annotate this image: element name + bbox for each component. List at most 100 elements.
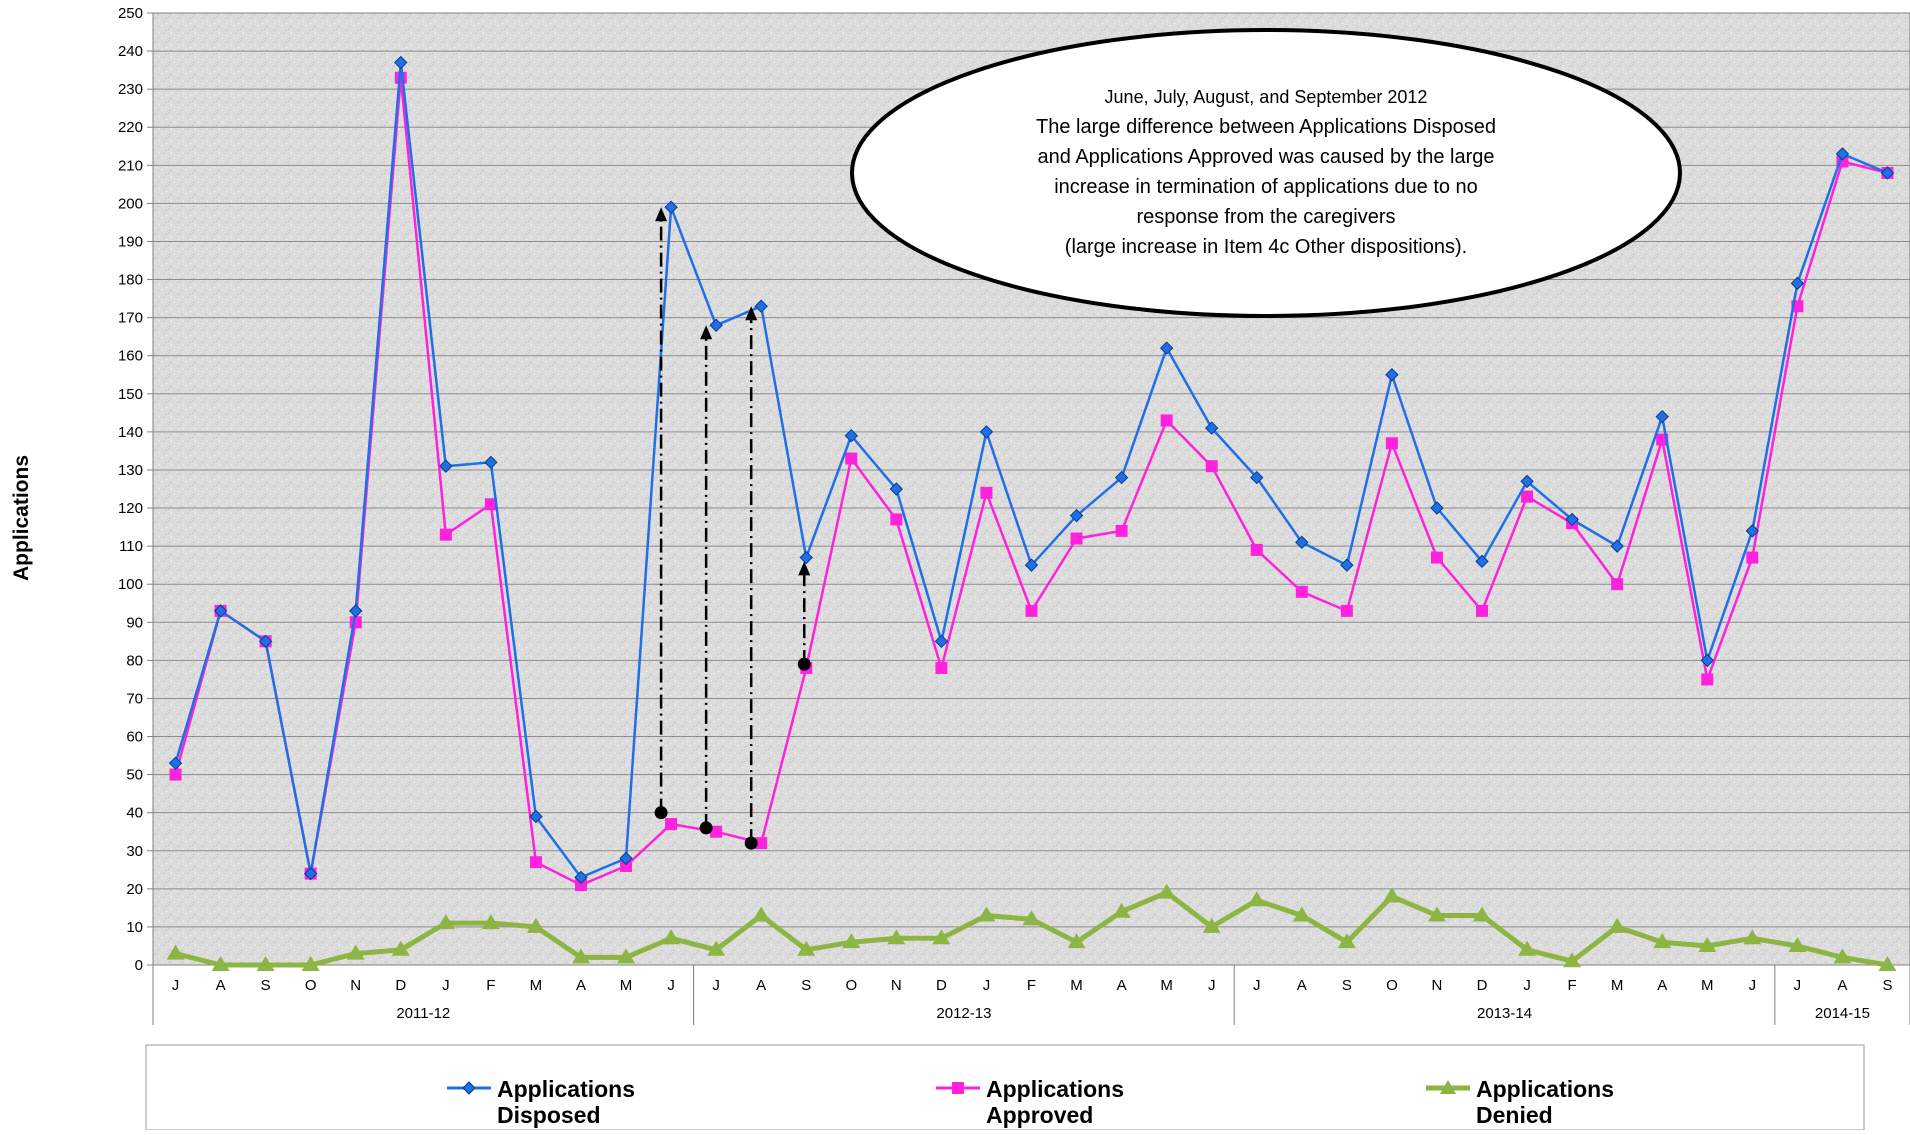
y-axis: 0 10 20 30 40 50 60 70 80 90 100 110 120 130 140 150 160…: [118, 5, 153, 974]
data-point: [799, 550, 813, 565]
x-tick-label: F: [1027, 977, 1036, 994]
data-point: [1565, 512, 1579, 527]
x-tick-label: S: [1342, 977, 1352, 994]
data-point: [1022, 910, 1041, 926]
data-point: [168, 756, 183, 770]
data-point: [436, 914, 455, 930]
x-tick-label: N: [350, 977, 361, 994]
data-point: [394, 55, 408, 70]
data-point: [1521, 490, 1534, 503]
x-tick-label: N: [891, 977, 902, 994]
data-point: [979, 425, 994, 439]
x-tick-label: J: [1749, 977, 1757, 994]
data-point: [346, 944, 365, 960]
y-tick-label: 210: [118, 157, 143, 174]
data-point: [935, 661, 948, 674]
x-tick-label: M: [1070, 977, 1083, 994]
data-point: [1427, 906, 1446, 922]
highlight-arrow: [699, 325, 713, 835]
data-point: [1337, 933, 1356, 949]
data-point: [845, 452, 858, 465]
x-tick-label: M: [1160, 977, 1173, 994]
data-point: [1295, 535, 1309, 550]
arrow-origin-dot: [699, 821, 713, 835]
data-point: [1114, 470, 1129, 485]
highlight-arrow: [744, 306, 758, 850]
data-point: [1790, 276, 1805, 291]
annotation-line-6: (large increase in Item 4c Other disposi…: [1065, 236, 1467, 258]
highlight-arrows: [654, 207, 811, 850]
data-point: [574, 879, 587, 892]
y-tick-label: 200: [118, 195, 143, 212]
x-tick-label: A: [216, 977, 226, 994]
x-tick-label: J: [667, 977, 675, 994]
x-tick-label: J: [1208, 977, 1216, 994]
annotation-line-2: The large difference between Application…: [1036, 116, 1496, 138]
data-point: [1475, 554, 1489, 569]
x-tick-label: S: [1882, 977, 1892, 994]
y-tick-label: 110: [119, 538, 143, 555]
data-point: [481, 914, 500, 930]
y-tick-label: 230: [118, 81, 143, 98]
y-tick-label: 0: [135, 957, 143, 974]
data-point: [1067, 933, 1086, 949]
data-point: [1788, 936, 1807, 952]
data-point: [1608, 917, 1627, 933]
data-point: [391, 940, 410, 956]
data-point: [1520, 474, 1534, 489]
data-point: [1476, 604, 1489, 617]
legend-item-denied[interactable]: Applications Denied: [1426, 1076, 1614, 1128]
data-point: [1878, 956, 1897, 971]
y-tick-label: 220: [118, 119, 143, 136]
arrow-head: [700, 325, 713, 340]
data-point: [1743, 929, 1762, 945]
data-point: [1835, 147, 1850, 161]
data-point: [439, 459, 453, 473]
legend-item-disposed[interactable]: Applications Disposed: [447, 1076, 635, 1128]
x-group-label: 2014-15: [1815, 1005, 1870, 1022]
y-tick-label: 190: [118, 233, 143, 250]
y-tick-label: 100: [118, 576, 143, 593]
y-tick-label: 70: [126, 690, 143, 707]
x-axis: J A S O N D J F M A M J J A S O N D J F M A M J J A S O N D J F M A M J J A S2…: [152, 965, 1910, 1025]
data-point: [439, 528, 452, 541]
series-diamond: [168, 55, 1895, 885]
legend-swatch-disposed-diamond: [462, 1081, 476, 1095]
y-tick-label: 130: [118, 462, 143, 479]
y-tick-label: 80: [126, 652, 143, 669]
data-point: [1157, 883, 1176, 899]
data-point: [977, 906, 996, 922]
data-point: [1115, 524, 1128, 537]
data-point: [349, 604, 363, 618]
data-point: [1880, 166, 1895, 180]
y-tick-label: 50: [126, 767, 143, 784]
data-point: [1024, 558, 1039, 572]
data-point: [166, 944, 185, 960]
data-point: [1340, 604, 1353, 617]
y-tick-label: 180: [118, 272, 143, 289]
x-tick-label: F: [1568, 977, 1577, 994]
x-tick-label: O: [845, 977, 857, 994]
legend-label-disposed-1: Applications: [497, 1076, 635, 1102]
data-point: [752, 906, 771, 922]
data-point: [1250, 470, 1264, 485]
x-tick-label: M: [620, 977, 633, 994]
legend-item-approved[interactable]: Applications Approved: [936, 1076, 1124, 1128]
annotation-line-5: response from the caregivers: [1136, 206, 1395, 228]
x-group-label: 2013-14: [1477, 1005, 1532, 1022]
x-tick-label: M: [1701, 977, 1714, 994]
annotation-ellipse: [850, 28, 1682, 318]
x-tick-label: S: [261, 977, 271, 994]
arrow-origin-dot: [654, 806, 668, 820]
data-point: [1745, 524, 1760, 538]
data-point: [844, 428, 859, 443]
data-point: [887, 929, 906, 945]
arrow-origin-dot: [744, 836, 758, 850]
y-tick-label: 240: [118, 43, 143, 60]
data-point: [1292, 906, 1311, 922]
data-point: [842, 933, 861, 949]
data-point: [980, 486, 993, 499]
y-tick-label: 120: [118, 500, 143, 517]
x-group-label: 2011-12: [396, 1005, 450, 1022]
